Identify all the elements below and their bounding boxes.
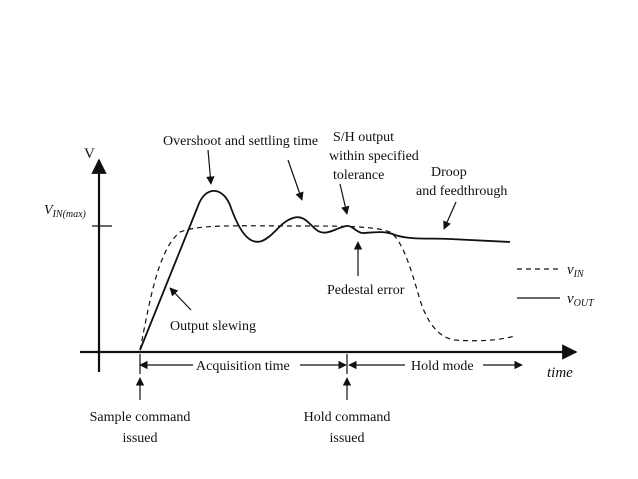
legend-vout-main: v [567, 291, 574, 307]
overshoot-label: Overshoot and settling time [163, 134, 318, 149]
sh-output-line3: tolerance [333, 168, 384, 183]
droop-arrow [443, 201, 457, 230]
y-axis-label: V [84, 146, 95, 162]
vin-max-main: V [44, 203, 54, 218]
hold-label: Hold mode [411, 359, 474, 374]
legend-vin-main: v [567, 262, 574, 278]
hold-command-line1: Hold command [304, 410, 391, 425]
acquisition-label: Acquisition time [196, 359, 290, 374]
vin-max-sub: IN(max) [52, 209, 87, 220]
sh-output-arrow [339, 183, 350, 215]
slewing-arrow [169, 287, 192, 311]
hold-command-line2: issued [330, 431, 365, 446]
sh-output-line1: S/H output [333, 130, 394, 145]
x-axis-label: time [547, 365, 573, 381]
droop-line2: and feedthrough [416, 184, 507, 199]
sh-output-line2: within specified [329, 149, 419, 164]
legend-vout-sub: OUT [574, 298, 595, 309]
sample-command-line1: Sample command [90, 410, 191, 425]
legend-vin-label: vIN [567, 262, 585, 280]
sample-command-line2: issued [123, 431, 158, 446]
droop-line1: Droop [431, 165, 467, 180]
vin-curve [139, 225, 516, 351]
slewing-label: Output slewing [170, 319, 256, 334]
settling-arrow [287, 159, 304, 201]
vout-curve [139, 189, 511, 351]
vin-max-label: VIN(max) [44, 203, 87, 220]
legend-vout-label: vOUT [567, 291, 595, 309]
pedestal-label: Pedestal error [327, 283, 405, 298]
overshoot-arrow [206, 149, 215, 185]
legend-vin-sub: IN [573, 269, 585, 280]
